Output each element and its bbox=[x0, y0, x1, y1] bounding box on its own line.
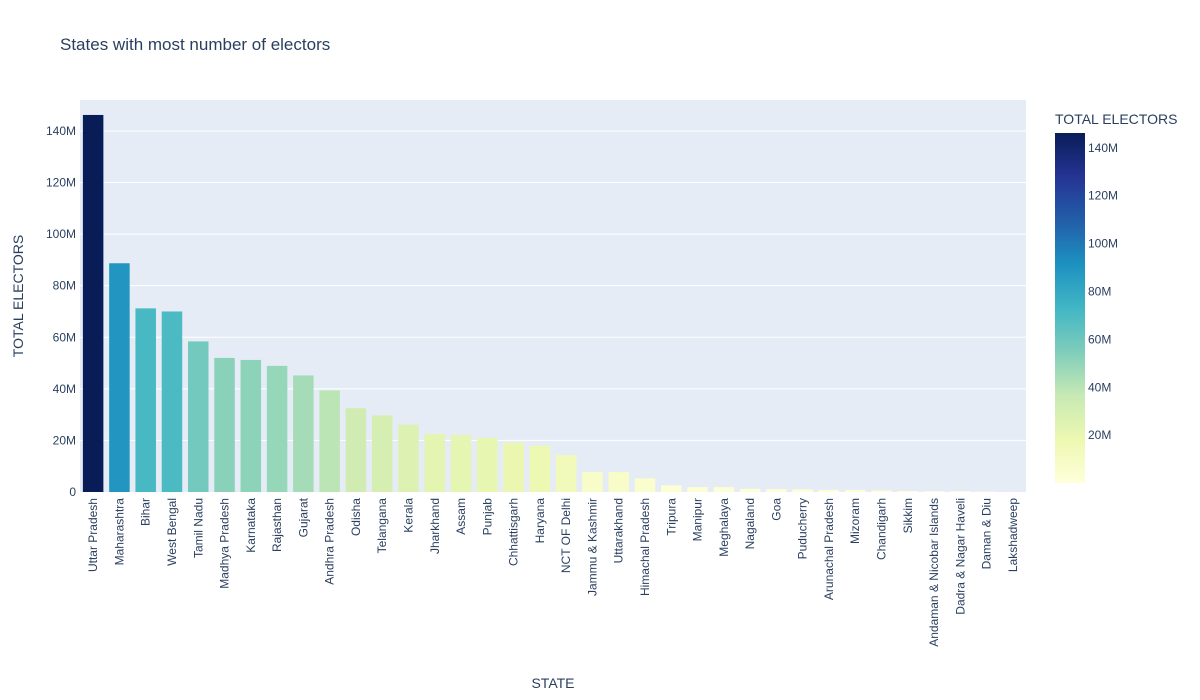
bar bbox=[844, 489, 866, 492]
x-tick-label: Punjab bbox=[480, 498, 494, 536]
bars bbox=[82, 114, 1024, 493]
x-tick-label: Dadra & Nagar Haveli bbox=[953, 498, 967, 615]
x-axis-ticks: Uttar Pradesh Maharashtra Bihar West Bengal… bbox=[86, 497, 1020, 646]
y-tick-label: 60M bbox=[53, 330, 76, 344]
bar bbox=[424, 433, 445, 492]
bar bbox=[319, 390, 340, 492]
colorbar-tick-label: 140M bbox=[1088, 141, 1118, 155]
bar bbox=[555, 455, 577, 492]
x-tick-label: Karnataka bbox=[244, 498, 258, 553]
x-tick-label: Puducherry bbox=[796, 498, 810, 559]
x-tick-label: Meghalaya bbox=[717, 498, 731, 557]
y-axis-ticks: 0 20M 40M 60M 80M 100M 120M 140M bbox=[46, 124, 76, 499]
x-tick-label: NCT OF Delhi bbox=[559, 498, 573, 573]
x-tick-label: Jharkhand bbox=[428, 498, 442, 554]
bar bbox=[109, 263, 130, 492]
bar bbox=[871, 490, 892, 492]
y-tick-label: 80M bbox=[53, 279, 76, 293]
bar bbox=[766, 489, 787, 492]
y-tick-label: 140M bbox=[46, 124, 76, 138]
y-tick-label: 120M bbox=[46, 176, 76, 190]
bar bbox=[661, 485, 682, 492]
colorbar-tick-label: 100M bbox=[1088, 237, 1118, 251]
bar bbox=[161, 311, 183, 492]
bar bbox=[634, 478, 656, 492]
chart-title: States with most number of electors bbox=[60, 35, 330, 54]
x-tick-label: Himachal Pradesh bbox=[638, 498, 652, 596]
bar bbox=[214, 357, 235, 492]
y-tick-label: 100M bbox=[46, 227, 76, 241]
colorbar-tick-label: 120M bbox=[1088, 189, 1118, 203]
x-tick-label: Kerala bbox=[401, 498, 415, 533]
x-tick-label: Arunachal Pradesh bbox=[822, 498, 836, 600]
bar bbox=[529, 445, 551, 492]
bar bbox=[371, 415, 393, 492]
bar bbox=[687, 487, 708, 492]
x-tick-label: Uttarakhand bbox=[612, 498, 626, 563]
bar bbox=[608, 472, 629, 492]
x-tick-label: Sikkim bbox=[901, 498, 915, 533]
bar bbox=[135, 308, 156, 492]
y-tick-label: 20M bbox=[53, 433, 76, 447]
y-tick-label: 40M bbox=[53, 382, 76, 396]
bar bbox=[293, 375, 314, 492]
x-tick-label: Haryana bbox=[533, 498, 547, 544]
x-tick-label: Andhra Pradesh bbox=[323, 498, 337, 585]
x-tick-label: Chandigarh bbox=[874, 498, 888, 560]
x-tick-label: Telangana bbox=[375, 498, 389, 554]
x-tick-label: Tamil Nadu bbox=[191, 498, 205, 558]
x-tick-label: Daman & Diu bbox=[980, 498, 994, 569]
bar bbox=[450, 435, 472, 492]
bar bbox=[345, 408, 367, 492]
bar bbox=[897, 490, 918, 492]
bar bbox=[923, 491, 945, 492]
x-tick-label: Manipur bbox=[691, 498, 705, 541]
x-tick-label: Goa bbox=[769, 498, 783, 521]
colorbar bbox=[1055, 133, 1085, 483]
colorbar-tick-label: 60M bbox=[1088, 332, 1111, 346]
bar bbox=[82, 114, 104, 493]
bar bbox=[503, 442, 524, 492]
x-tick-label: Madhya Pradesh bbox=[218, 498, 232, 589]
bar bbox=[240, 359, 262, 492]
colorbar-tick-label: 80M bbox=[1088, 285, 1111, 299]
y-axis-title: TOTAL ELECTORS bbox=[10, 235, 26, 357]
grid-lines bbox=[80, 130, 1026, 441]
bar bbox=[398, 424, 419, 492]
x-tick-label: West Bengal bbox=[165, 498, 179, 566]
x-tick-label: Jammu & Kashmir bbox=[585, 498, 599, 596]
bar bbox=[188, 341, 209, 492]
bar bbox=[792, 489, 813, 492]
bar bbox=[266, 365, 288, 492]
y-tick-label: 0 bbox=[69, 485, 76, 499]
bar bbox=[713, 487, 735, 492]
x-tick-label: Nagaland bbox=[743, 498, 757, 549]
x-axis-title: STATE bbox=[531, 675, 574, 691]
x-tick-label: Assam bbox=[454, 498, 468, 535]
x-tick-label: Rajasthan bbox=[270, 498, 284, 552]
x-tick-label: Gujarat bbox=[296, 497, 310, 537]
plot-area bbox=[80, 100, 1026, 492]
colorbar-ticks: 20M 40M 60M 80M 100M 120M 140M bbox=[1088, 141, 1118, 442]
colorbar-tick-label: 20M bbox=[1088, 428, 1111, 442]
colorbar-tick-label: 40M bbox=[1088, 380, 1111, 394]
bar bbox=[582, 471, 603, 492]
x-tick-label: Bihar bbox=[139, 498, 153, 526]
x-tick-label: Mizoram bbox=[848, 498, 862, 544]
x-tick-label: Uttar Pradesh bbox=[86, 498, 100, 572]
x-tick-label: Odisha bbox=[349, 498, 363, 536]
x-tick-label: Chhattisgarh bbox=[507, 498, 521, 566]
x-tick-label: Andaman & Nicobar Islands bbox=[927, 498, 941, 647]
colorbar-title: TOTAL ELECTORS bbox=[1055, 111, 1177, 127]
bar bbox=[950, 491, 971, 492]
x-tick-label: Tripura bbox=[664, 498, 678, 536]
bar bbox=[477, 437, 498, 492]
bar bbox=[818, 489, 840, 492]
x-tick-label: Maharashtra bbox=[112, 498, 126, 566]
bar bbox=[739, 488, 761, 492]
x-tick-label: Lakshadweep bbox=[1006, 498, 1020, 572]
